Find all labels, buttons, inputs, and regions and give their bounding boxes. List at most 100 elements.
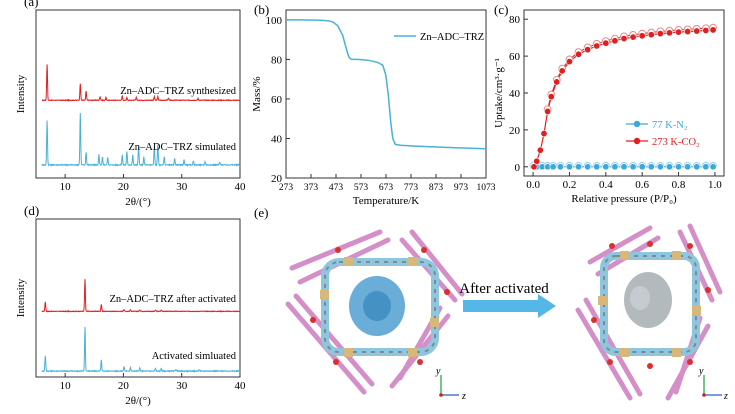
data-point [575,50,583,58]
data-point [620,35,628,43]
y-tick-label: 20 [271,173,283,185]
axis-y-label: y [698,366,704,377]
x-tick-label: 0.0 [526,179,540,191]
y-tick-label: 40 [271,133,283,145]
y-axis-label: Uptake/cm³·g⁻¹ [493,58,505,128]
data-point [629,33,637,41]
data-point [684,28,692,36]
x-tick-label: 40 [235,380,247,392]
x-tick-label: 473 [329,183,344,193]
data-point [647,31,655,39]
panel-b-tga: 273 373 473 573 673 773 873 973 1073 20 40 60 80 100(… [251,2,496,207]
panel-d-xrd-activated: 10 20 30 40 (d) Intensity 2θ/(°) Zn–ADC–TRZ aft… [15,203,246,407]
x-tick-label: 973 [454,183,469,193]
framework-structure-after [575,223,723,401]
axis-z-label: z [461,391,466,402]
series-label: Zn–ADC–TRZ synthesized [120,86,237,97]
data-point [602,163,610,171]
x-axis-label: 2θ/(°) [125,395,151,407]
xrd-pattern-line [41,326,241,373]
xrd-pattern-line [41,64,240,102]
x-tick-label: 40 [235,181,247,193]
x-tick-label: 10 [60,380,72,392]
x-tick-label: 10 [60,181,72,193]
data-point [693,27,701,35]
panel-label: (d) [24,203,39,218]
legend-label: Zn–ADC–TRZ [420,32,484,43]
xrd-pattern-line [41,279,240,313]
data-point [656,163,664,171]
legend-marker [633,137,641,145]
x-tick-label: 773 [404,183,419,193]
data-point [675,28,683,36]
data-point [536,146,544,154]
data-point [544,107,552,115]
y-tick-label: 40 [509,88,521,100]
axis-triad-right: y z [698,366,728,402]
data-point [584,163,592,171]
y-tick-label: 80 [509,14,521,26]
y-axis-label: Intensity [15,74,27,113]
x-tick-label: 373 [304,183,319,193]
y-axis-label: Mass/% [251,76,263,111]
x-tick-label: 273 [279,183,294,193]
x-axis-label: Relative pressure (P/P₀) [571,193,677,205]
legend-label: 77 K-N₂ [652,120,688,131]
data-point [647,163,655,171]
data-point [575,163,583,171]
series-label: Activated simluated [152,351,237,362]
data-point [684,163,692,171]
data-point [656,30,664,38]
plot-frame [35,9,241,179]
data-point [549,163,557,171]
axis-z-label: z [723,391,728,402]
panel-label: (b) [254,2,269,17]
panel-label-e: (e) [254,205,268,220]
tga-curve [286,19,487,150]
arrow-label: After activated [459,281,549,297]
data-point [593,42,601,50]
data-point [620,163,628,171]
data-point [702,26,710,34]
data-point [530,163,538,171]
data-point [565,163,573,171]
data-point [629,163,637,171]
panel-a-xrd-synthesized: 10 20 30 40 (a) Intensity 2θ/(°) Zn–ADC–TRZ syn… [15,0,246,208]
x-tick-label: 30 [176,380,188,392]
xrd-pattern-line [41,113,241,168]
data-point [593,163,601,171]
data-point [558,67,566,75]
data-point [665,29,673,37]
data-point [638,163,646,171]
panel-c-isotherm: 0.0 0.2 0.4 0.6 0.8 1.0 0 20 40 60 80(c) Uptake/cm³… [493,2,725,205]
panel-label: (a) [24,0,38,9]
data-point [675,163,683,171]
y-axis-label: Intensity [15,278,27,317]
x-tick-label: 0.6 [635,179,649,191]
data-point [565,58,573,66]
y-tick-label: 60 [271,94,283,106]
plot-frame [35,218,241,378]
data-point [553,78,561,86]
series-label: Zn–ADC–TRZ after activated [109,294,236,305]
x-tick-label: 20 [118,181,130,193]
data-point [709,26,717,34]
x-axis-label: 2θ/(°) [125,196,151,208]
data-point [665,163,673,171]
data-point [709,163,717,171]
axis-triad-left: y z [435,366,466,402]
y-tick-label: 20 [509,125,521,137]
legend-marker [633,120,641,128]
panel-e-structures: (e) [254,205,728,402]
x-tick-label: 873 [429,183,444,193]
desorption-line [547,27,714,110]
x-tick-label: 673 [379,183,394,193]
series-label: Zn–ADC–TRZ simulated [128,142,236,153]
axis-y-label: y [435,366,441,377]
data-point [547,93,555,101]
framework-structure-before [285,229,465,395]
panel-label: (c) [494,2,508,17]
x-tick-label: 20 [118,380,130,392]
data-point [584,46,592,54]
